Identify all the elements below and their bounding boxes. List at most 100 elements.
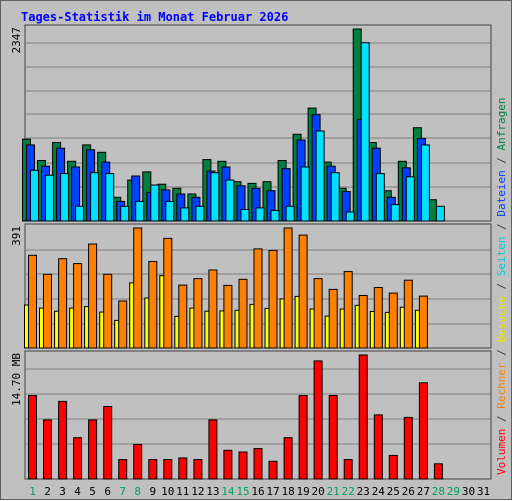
bar-volumen-day-5 xyxy=(88,419,98,480)
bar-rechner-day-20 xyxy=(313,278,323,349)
legend-entry: Volumen xyxy=(495,429,508,475)
y-max-label: 2347 xyxy=(10,27,23,54)
bar-seiten-day-8 xyxy=(135,200,145,222)
bar-volumen-day-8 xyxy=(133,443,143,480)
bar-rechner-day-17 xyxy=(268,249,278,349)
bar-seiten-day-28 xyxy=(435,205,445,222)
x-tick-label-day-16: 16 xyxy=(251,485,264,498)
bar-volumen-day-4 xyxy=(73,437,83,480)
y-max-label: 391 xyxy=(10,226,23,246)
bar-seiten-day-26 xyxy=(405,176,415,222)
x-tick-label-day-23: 23 xyxy=(357,485,370,498)
bar-seiten-day-14 xyxy=(225,179,235,222)
bar-rechner-day-25 xyxy=(388,292,398,349)
bar-seiten-day-19 xyxy=(300,166,310,222)
x-tick-label-day-12: 12 xyxy=(191,485,204,498)
bar-rechner-day-7 xyxy=(118,300,128,349)
bar-rechner-day-8 xyxy=(133,227,143,349)
bar-seiten-day-2 xyxy=(45,174,54,222)
legend-entry: / xyxy=(495,276,508,296)
legend-entry: / xyxy=(495,150,508,170)
bar-seiten-day-3 xyxy=(60,173,70,222)
bar-seiten-day-18 xyxy=(285,205,295,222)
x-tick-label-day-5: 5 xyxy=(89,485,96,498)
x-tick-label-day-24: 24 xyxy=(372,485,386,498)
bar-volumen-day-21 xyxy=(328,395,338,480)
bar-volumen-day-27 xyxy=(418,382,428,480)
x-tick-label-day-11: 11 xyxy=(176,485,189,498)
bar-volumen-day-28 xyxy=(433,463,443,480)
legend-entry: / xyxy=(495,217,508,237)
bar-rechner-day-26 xyxy=(403,279,413,349)
bar-volumen-day-24 xyxy=(373,414,383,480)
series-legend: Volumen / Rechner / Besuche / Seiten / D… xyxy=(495,97,508,475)
bar-seiten-day-1 xyxy=(30,169,39,222)
bar-seiten-day-13 xyxy=(210,172,220,222)
bar-seiten-day-5 xyxy=(90,172,100,222)
bar-rechner-day-21 xyxy=(328,288,338,349)
legend-entry: Rechner xyxy=(495,362,508,409)
bar-seiten-day-7 xyxy=(120,205,130,222)
chart-title: Tages-Statistik im Monat Februar 2026 xyxy=(21,10,288,24)
bar-volumen-day-18 xyxy=(283,437,293,480)
bar-volumen-day-6 xyxy=(103,406,113,480)
x-tick-label-day-15: 15 xyxy=(236,485,249,498)
x-tick-label-day-22: 22 xyxy=(342,485,355,498)
bar-rechner-day-16 xyxy=(253,248,263,349)
x-tick-label-day-13: 13 xyxy=(206,485,219,498)
bar-rechner-day-5 xyxy=(88,243,98,349)
bar-seiten-day-15 xyxy=(240,209,250,222)
x-tick-label-day-21: 21 xyxy=(327,485,340,498)
bar-rechner-day-6 xyxy=(103,273,113,349)
bar-rechner-day-10 xyxy=(163,237,173,349)
x-tick-label-day-1: 1 xyxy=(29,485,36,498)
legend-entry: / xyxy=(495,343,508,363)
bar-rechner-day-4 xyxy=(73,263,83,349)
bar-seiten-day-25 xyxy=(390,204,400,222)
x-tick-label-day-28: 28 xyxy=(432,485,445,498)
bar-seiten-day-16 xyxy=(255,207,265,222)
x-tick-label-day-20: 20 xyxy=(311,485,324,498)
bar-seiten-day-4 xyxy=(75,205,85,222)
legend-entry: / xyxy=(495,409,508,429)
x-tick-label-day-29: 29 xyxy=(447,485,460,498)
bar-volumen-day-2 xyxy=(43,419,52,480)
bar-seiten-day-10 xyxy=(165,200,175,222)
legend-entry: Anfragen xyxy=(495,97,508,150)
bar-rechner-day-9 xyxy=(148,261,158,349)
bar-rechner-day-18 xyxy=(283,227,293,349)
bar-rechner-day-1 xyxy=(28,254,37,349)
bar-volumen-day-17 xyxy=(268,460,278,480)
x-tick-label-day-3: 3 xyxy=(59,485,66,498)
x-tick-label-day-17: 17 xyxy=(266,485,279,498)
x-tick-label-day-26: 26 xyxy=(402,485,415,498)
bar-volumen-day-3 xyxy=(58,400,68,480)
bar-volumen-day-20 xyxy=(313,360,323,480)
x-tick-label-day-10: 10 xyxy=(161,485,174,498)
bar-volumen-day-15 xyxy=(238,451,248,480)
x-tick-label-day-9: 9 xyxy=(149,485,156,498)
bar-seiten-day-20 xyxy=(315,130,325,222)
bar-volumen-day-26 xyxy=(403,416,413,480)
bar-volumen-day-13 xyxy=(208,419,218,480)
bar-seiten-day-9 xyxy=(150,184,160,222)
bar-rechner-day-24 xyxy=(373,287,383,349)
x-tick-label-day-31: 31 xyxy=(477,485,490,498)
x-tick-label-day-27: 27 xyxy=(417,485,430,498)
bar-seiten-day-21 xyxy=(330,172,340,222)
bar-seiten-day-22 xyxy=(345,211,355,222)
bar-rechner-day-23 xyxy=(358,295,368,349)
x-tick-label-day-2: 2 xyxy=(44,485,51,498)
x-tick-label-day-6: 6 xyxy=(104,485,111,498)
bar-volumen-day-11 xyxy=(178,457,188,480)
bar-seiten-day-24 xyxy=(375,173,385,222)
bar-volumen-day-14 xyxy=(223,449,233,480)
bar-volumen-day-1 xyxy=(28,395,37,480)
bar-rechner-day-13 xyxy=(208,269,218,349)
legend-entry: Besuche xyxy=(495,296,508,342)
y-max-label: 14.70 MB xyxy=(10,353,23,406)
bar-volumen-day-7 xyxy=(118,459,128,480)
bar-rechner-day-11 xyxy=(178,284,188,349)
bar-rechner-day-3 xyxy=(58,258,68,349)
